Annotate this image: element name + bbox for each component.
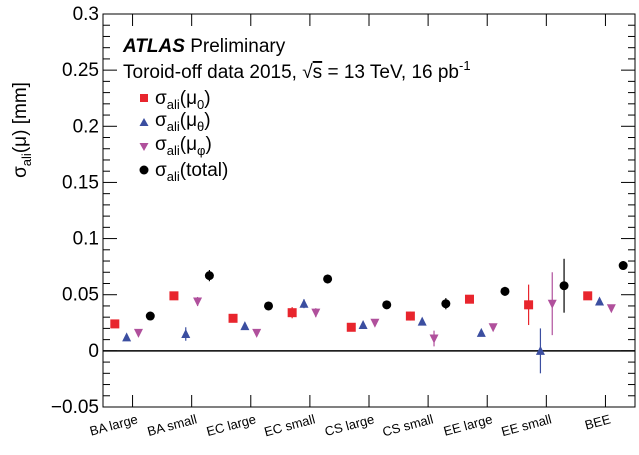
y-tick-labels: 0.3 0.25 0.2 0.15 0.1 0.05 0 −0.05 xyxy=(51,4,99,418)
category-label: EE small xyxy=(500,411,554,439)
data-point-square xyxy=(405,311,415,321)
data-point-circle xyxy=(441,299,451,309)
atlas-label: ATLAS Preliminary xyxy=(122,36,286,57)
data-point-triangle-up xyxy=(417,316,427,326)
data-point-triangle-down xyxy=(370,318,380,328)
data-point-triangle-down xyxy=(193,297,203,307)
legend-label-mutheta: σali(μθ) xyxy=(155,110,211,134)
y-tick-label: 0.25 xyxy=(62,60,99,81)
data-point-square xyxy=(346,322,356,332)
category-label: CS large xyxy=(323,411,376,439)
legend-marker-triangle-down xyxy=(139,143,149,151)
category-labels: BA large BA small EC large EC small CS large… xyxy=(88,411,613,439)
y-tick-label: 0.05 xyxy=(62,285,99,306)
dataset-label-a: Toroid-off data 2015, xyxy=(123,62,302,83)
legend-entry-mu0: σali(μ0) xyxy=(140,88,211,112)
legend-marker-triangle-up xyxy=(139,118,149,126)
dataset-label-b: = 13 TeV, 16 pb xyxy=(322,62,459,83)
data-points xyxy=(110,258,628,374)
data-point-square xyxy=(228,313,238,323)
data-point-triangle-down xyxy=(133,328,143,338)
y-axis-title: σali(μ) [mm] xyxy=(10,82,34,178)
data-point-square xyxy=(524,300,534,310)
y-axis-title-tail: (μ) [mm] xyxy=(10,82,31,153)
data-point-triangle-down xyxy=(311,308,321,318)
category-label: EE large xyxy=(442,411,494,438)
category-label: BA small xyxy=(146,411,199,439)
data-point-circle xyxy=(145,311,155,321)
category-label: EC large xyxy=(205,411,258,439)
axis-ticks xyxy=(103,13,635,408)
legend-label-muphi: σali(μφ) xyxy=(155,134,212,158)
data-point-triangle-up xyxy=(240,321,250,331)
data-point-square xyxy=(169,291,179,301)
data-point-circle xyxy=(500,286,510,296)
legend-entry-total: σali(total) xyxy=(139,160,228,184)
data-point-triangle-down xyxy=(252,328,262,338)
data-point-circle xyxy=(382,300,392,310)
y-tick-label: 0 xyxy=(88,341,99,362)
data-point-circle xyxy=(204,271,214,281)
atlas-brand: ATLAS xyxy=(122,36,185,57)
y-tick-label: 0.2 xyxy=(73,116,99,137)
data-point-circle xyxy=(264,301,274,311)
y-axis-title-main: σ xyxy=(10,166,31,178)
data-point-triangle-up xyxy=(595,296,605,306)
data-point-triangle-up xyxy=(476,327,486,337)
category-label: CS small xyxy=(381,411,435,439)
legend-label-mu0: σali(μ0) xyxy=(155,88,211,112)
data-point-square xyxy=(583,291,593,301)
data-point-circle xyxy=(323,274,333,284)
category-label: EC small xyxy=(263,411,317,439)
data-point-triangle-up xyxy=(299,298,309,308)
atlas-status: Preliminary xyxy=(190,36,286,57)
legend-label-total: σali(total) xyxy=(155,160,228,184)
legend-marker-square xyxy=(140,94,148,102)
legend-entry-mutheta: σali(μθ) xyxy=(139,110,211,134)
data-point-triangle-up xyxy=(358,320,368,330)
dataset-label: Toroid-off data 2015, √s = 13 TeV, 16 pb… xyxy=(123,58,471,83)
legend-marker-circle xyxy=(139,165,149,175)
y-tick-label: 0.3 xyxy=(73,4,99,25)
dataset-label-sup: -1 xyxy=(459,58,471,73)
data-point-square xyxy=(110,319,120,329)
sqrt-symbol: √ xyxy=(302,62,313,83)
data-point-triangle-up xyxy=(535,345,545,355)
data-point-triangle-up xyxy=(122,332,132,342)
y-tick-label: 0.1 xyxy=(73,229,99,250)
data-point-circle xyxy=(559,281,569,291)
data-point-triangle-down xyxy=(547,299,557,309)
category-label: BEE xyxy=(583,411,612,432)
data-point-triangle-down xyxy=(606,304,616,314)
sqrt-s: s xyxy=(313,62,323,83)
data-point-square xyxy=(287,308,297,318)
y-axis-title-sub: ali xyxy=(19,153,34,166)
data-point-square xyxy=(464,294,474,304)
legend-entry-muphi: σali(μφ) xyxy=(139,134,212,158)
data-point-triangle-down xyxy=(488,323,498,333)
y-tick-label: −0.05 xyxy=(51,397,99,418)
data-point-triangle-down xyxy=(429,334,439,344)
legend: σali(μ0) σali(μθ) σali(μφ) σali(total) xyxy=(139,88,228,184)
data-point-circle xyxy=(618,261,628,271)
y-tick-label: 0.15 xyxy=(62,172,99,193)
data-point-triangle-up xyxy=(181,329,191,339)
